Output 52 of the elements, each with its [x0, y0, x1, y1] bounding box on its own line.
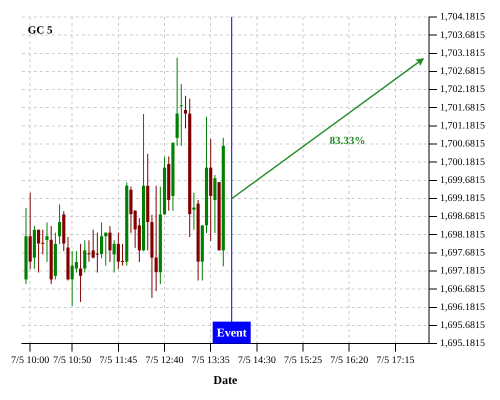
candlestick	[213, 174, 216, 234]
ref-line-label: Event	[216, 326, 247, 340]
x-axis-title: Date	[213, 372, 238, 387]
candlestick	[154, 185, 158, 292]
x-tick-label: 7/5 16:20	[330, 355, 368, 366]
candlestick	[108, 226, 112, 263]
y-tick-label: 1,699.6815	[440, 174, 485, 186]
y-tick-label: 1,703.1815	[440, 48, 485, 59]
y-tick-label: 1,697.6815	[440, 248, 485, 259]
x-tick-label: 7/5 10:00	[11, 355, 50, 366]
x-tick-label: 7/5 17:15	[376, 355, 414, 366]
y-tick-label: 1,696.6815	[440, 284, 485, 295]
y-tick-label: 1,696.1815	[440, 302, 485, 313]
y-tick-label: 1,695.1815	[440, 338, 485, 350]
text: GC 5	[28, 24, 54, 36]
candlestick	[100, 222, 104, 259]
candlestick	[104, 232, 108, 266]
candlestick	[112, 240, 116, 274]
candlestick	[184, 95, 188, 129]
y-tick-label: 1,698.1815	[440, 229, 485, 240]
annotation: 83.33%	[330, 134, 366, 147]
y-tick-label: 1,702.1815	[440, 84, 485, 96]
x-tick-label: 7/5 15:25	[284, 355, 322, 366]
candlestick	[180, 84, 183, 146]
y-tick-label: 1,700.1815	[440, 156, 485, 168]
candlestick	[58, 204, 62, 245]
x-tick-label: 7/5 10:50	[53, 355, 92, 366]
y-tick-label: 1,703.6815	[440, 30, 485, 41]
candlestick	[70, 250, 74, 306]
y-tick-label: 1,702.6815	[440, 66, 485, 78]
y-tick-label: 1,704.1815	[440, 12, 485, 23]
candlestick	[78, 243, 82, 302]
candlestick	[83, 240, 86, 274]
candlestick	[92, 229, 95, 259]
candlestick	[120, 243, 124, 266]
candlestick	[116, 232, 120, 270]
candlestick	[41, 229, 44, 255]
y-tick-label: 1,701.1815	[440, 120, 485, 132]
y-tick-label: 1,700.6815	[440, 138, 485, 150]
x-tick-label: 7/5 13:35	[192, 355, 230, 366]
candlestick	[37, 229, 40, 274]
y-tick-label: 1,697.1815	[440, 266, 485, 277]
x-tick-label: 7/5 11:45	[100, 355, 138, 366]
candlestick	[87, 240, 91, 262]
candlestick	[45, 222, 49, 263]
x-tick-label: 7/5 14:30	[238, 355, 276, 366]
y-tick-label: 1,699.1815	[440, 193, 485, 204]
y-tick-label: 1,698.6815	[440, 211, 485, 222]
candlestick	[96, 232, 99, 274]
y-tick-label: 1,695.6815	[440, 320, 485, 332]
x-tick-label: 7/5 12:40	[145, 355, 184, 366]
y-tick-label: 1,701.6815	[440, 102, 485, 114]
